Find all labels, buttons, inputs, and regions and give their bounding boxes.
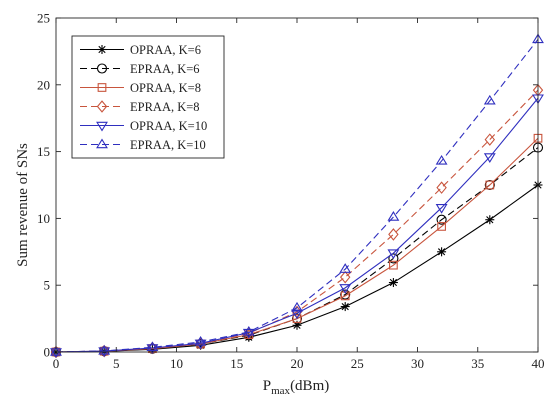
series-2-point-5	[292, 314, 302, 323]
legend-marker-0	[97, 45, 107, 54]
x-tick-label-3: 15	[230, 356, 243, 371]
series-5-point-7	[387, 211, 400, 221]
series-3-point-6	[339, 270, 351, 284]
series-3-point-7	[388, 228, 399, 241]
y-tick-label-5: 25	[37, 11, 50, 26]
series-4-point-7	[387, 249, 400, 260]
legend-marker-3	[96, 100, 108, 113]
legend-marker-2	[97, 83, 107, 92]
series-5-point-4	[242, 325, 255, 336]
y-tick-label-2: 10	[37, 211, 50, 226]
x-axis-label-unit: (dBm)	[290, 378, 329, 394]
series-1-point-5	[291, 313, 303, 324]
y-tick-label-3: 15	[37, 144, 50, 159]
series-0-point-8	[437, 247, 447, 257]
y-axis-label: Sum revenue of SNs	[15, 143, 31, 267]
legend-label-1: EPRAA, K=6	[130, 62, 200, 76]
series-4-point-2	[146, 344, 159, 354]
legend-marker-1	[96, 63, 108, 74]
series-2-point-8	[437, 222, 446, 231]
series-5-point-5	[291, 301, 303, 312]
series-0-point-9	[485, 215, 495, 225]
series-5-point-8	[435, 154, 448, 165]
legend: OPRAA, K=6 EPRAA, K=6 OPRAA, K=8 EPRAA, K=8…	[71, 35, 225, 159]
series-1-point-8	[436, 214, 447, 225]
series-2-point-7	[389, 260, 398, 270]
series-4-point-4	[242, 328, 255, 339]
legend-box	[71, 35, 225, 159]
series-0-point-6-stroke-d2	[341, 302, 349, 311]
y-tick-label-4: 20	[37, 77, 50, 92]
x-axis-label-subscript: max	[271, 385, 290, 397]
series-4-point-8	[435, 204, 448, 214]
series-5	[50, 33, 544, 356]
x-axis-label-main: P	[263, 378, 271, 394]
x-tick-label-2: 10	[170, 356, 183, 371]
series-0-point-6	[340, 302, 350, 312]
series-5-point-6	[339, 263, 352, 273]
x-tick-label-7: 35	[471, 356, 484, 371]
y-tick-label-1: 5	[44, 278, 51, 293]
x-tick-label-6: 30	[411, 356, 424, 371]
series-4-point-9	[483, 153, 496, 163]
x-tick-label-5: 25	[351, 356, 364, 371]
axes-layer: 0 5 10 15 20 25 30 35 40 0 5 10 15 20 25	[37, 11, 545, 372]
series-4-point-6	[339, 284, 352, 294]
x-tick-label-1: 5	[113, 356, 120, 371]
legend-label-0: OPRAA, K=6	[130, 43, 201, 57]
series-2-point-9	[485, 180, 495, 190]
x-tick-label-4: 20	[291, 356, 304, 371]
legend-marker-4	[96, 121, 108, 132]
series-1-point-7	[388, 253, 399, 264]
legend-label-4: OPRAA, K=10	[130, 119, 207, 133]
series-1-point-9	[484, 179, 495, 191]
series-0-point-7-stroke-d2	[389, 278, 398, 287]
series-0-point-7	[388, 278, 398, 288]
series-3-point-8	[436, 181, 447, 194]
series-0-point-9-stroke-d2	[486, 216, 494, 224]
series-5-line	[55, 39, 539, 353]
series-5-point-1	[98, 344, 111, 355]
series-4-point-5	[291, 309, 303, 320]
legend-label-5: EPRAA, K=10	[130, 138, 206, 152]
series-0-point-8-stroke-d2	[437, 248, 446, 256]
series-5-point-2	[146, 341, 159, 352]
series-3-point-9	[484, 133, 496, 146]
y-tick-label-0: 0	[44, 345, 51, 360]
legend-marker-5	[96, 138, 108, 149]
series-5-point-9	[483, 94, 496, 105]
series-5-point-0	[50, 345, 62, 356]
legend-label-2: OPRAA, K=8	[130, 81, 201, 95]
series-4-point-3	[194, 339, 207, 350]
legend-marker-0-stroke-d2	[98, 45, 106, 54]
x-tick-label-8: 40	[532, 356, 545, 371]
x-axis-label: Pmax(dBm)	[263, 378, 329, 397]
series-5-point-3	[194, 335, 207, 346]
x-tick-label-0: 0	[53, 356, 60, 371]
series-layer	[50, 33, 544, 359]
legend-label-3: EPRAA, K=8	[130, 100, 200, 114]
series-1-point-6	[340, 289, 351, 300]
